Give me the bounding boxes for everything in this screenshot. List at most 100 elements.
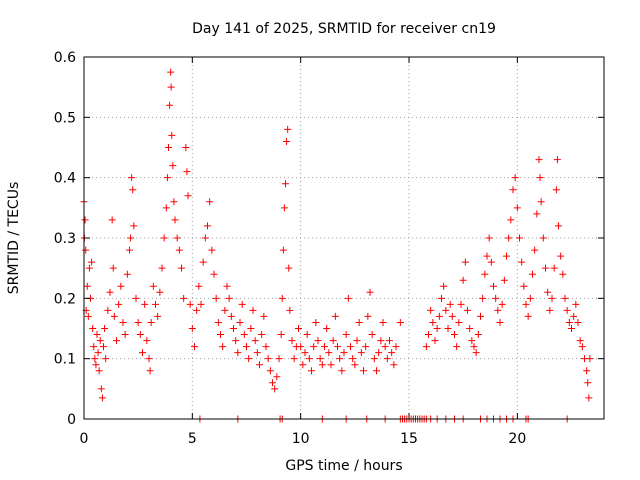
data-point <box>173 234 181 242</box>
data-point <box>199 258 207 266</box>
data-point <box>351 361 359 369</box>
data-point <box>206 198 214 206</box>
data-point <box>366 288 374 296</box>
data-point <box>396 318 404 326</box>
data-point <box>129 186 137 194</box>
data-point <box>280 204 288 212</box>
data-point <box>262 343 270 351</box>
data-point <box>253 349 261 357</box>
data-point <box>171 216 179 224</box>
data-point <box>136 331 144 339</box>
data-point <box>386 337 393 345</box>
data-point <box>249 306 257 314</box>
data-point <box>331 312 339 320</box>
data-point <box>425 331 432 339</box>
data-point <box>542 264 549 272</box>
data-point <box>260 312 268 320</box>
y-axis-label: SRMTID / TECUs <box>6 182 22 295</box>
data-point <box>266 367 274 375</box>
data-point <box>524 312 532 320</box>
data-point <box>149 282 157 290</box>
data-point <box>234 349 242 357</box>
x-tick-label: 10 <box>292 431 310 447</box>
data-point <box>583 367 591 375</box>
data-point <box>329 337 337 345</box>
y-tick-label: 0.1 <box>54 352 76 368</box>
data-point <box>516 234 523 242</box>
data-point <box>156 288 164 296</box>
data-point <box>236 318 244 326</box>
data-point <box>160 234 168 242</box>
data-point <box>143 337 151 345</box>
data-point <box>232 337 240 345</box>
data-point <box>353 337 361 345</box>
data-point <box>552 186 560 194</box>
data-point <box>94 349 102 357</box>
data-point <box>355 318 363 326</box>
data-point <box>572 300 580 308</box>
data-point <box>109 264 117 272</box>
data-point <box>134 318 142 326</box>
y-tick-label: 0.3 <box>54 231 76 247</box>
data-point <box>295 325 302 332</box>
data-point <box>496 318 504 326</box>
data-point <box>168 131 176 139</box>
data-point <box>375 349 383 357</box>
data-point <box>548 294 556 302</box>
data-point <box>132 294 140 302</box>
data-point <box>115 300 123 308</box>
data-point <box>518 258 526 266</box>
data-point <box>340 349 348 357</box>
data-point <box>338 367 346 375</box>
data-point <box>170 198 178 206</box>
data-point <box>316 355 324 363</box>
data-point <box>283 137 291 145</box>
data-point <box>240 331 248 339</box>
data-point <box>121 331 129 339</box>
data-point <box>468 337 476 345</box>
x-tick-label: 15 <box>400 431 418 447</box>
data-point <box>106 288 114 296</box>
data-point <box>568 325 575 332</box>
data-point <box>108 216 116 224</box>
data-point <box>347 343 354 351</box>
data-point <box>310 343 318 351</box>
data-point <box>457 300 465 308</box>
data-point <box>578 343 586 351</box>
data-point <box>180 294 188 302</box>
data-point <box>178 264 185 272</box>
data-point <box>127 234 135 242</box>
data-point <box>88 258 96 266</box>
data-point <box>336 355 344 363</box>
data-point <box>277 331 285 339</box>
data-point <box>464 306 471 314</box>
data-point <box>275 355 283 363</box>
data-point <box>284 125 292 133</box>
data-point <box>84 312 92 320</box>
data-point <box>123 270 131 278</box>
data-point <box>145 355 153 363</box>
data-point <box>557 252 565 260</box>
data-point <box>245 355 253 363</box>
data-point <box>323 325 331 332</box>
data-point <box>370 355 378 363</box>
data-point <box>357 349 365 357</box>
data-point <box>472 349 480 357</box>
labels-layer: 0 0.1 0.2 0.3 0.4 0.5 0.6 0 5 10 15 20 <box>54 50 527 447</box>
data-point <box>466 325 474 332</box>
data-point <box>286 306 294 314</box>
data-point <box>113 337 120 345</box>
data-point <box>555 222 562 230</box>
y-tick-label: 0.4 <box>54 171 76 187</box>
data-point <box>379 318 387 326</box>
data-point <box>91 355 99 363</box>
data-point <box>550 264 558 272</box>
data-point <box>500 276 508 284</box>
data-point <box>474 331 482 339</box>
data-point <box>147 318 155 326</box>
data-point <box>539 234 547 242</box>
data-point <box>565 318 573 326</box>
data-point <box>492 294 500 302</box>
data-point <box>318 361 326 369</box>
